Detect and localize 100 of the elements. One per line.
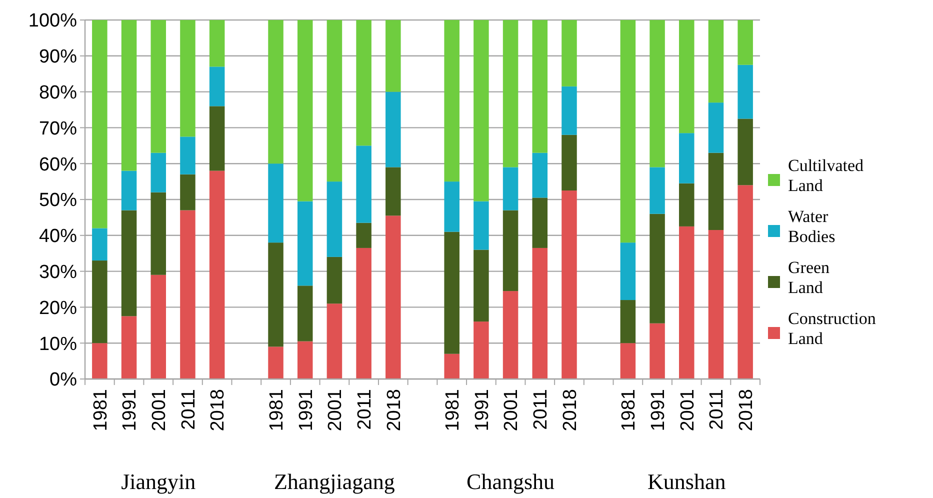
x-tick-label: 2018	[560, 389, 581, 432]
legend-label: Cultilvated Land	[788, 156, 864, 195]
x-tick-label: 1981	[90, 389, 112, 432]
bar	[180, 136, 196, 174]
bar	[326, 304, 342, 379]
bar	[708, 152, 724, 230]
x-tick-label: 2001	[501, 389, 522, 432]
legend-label: Construction Land	[788, 309, 876, 348]
bar	[356, 20, 372, 146]
bar	[121, 20, 137, 171]
bar	[532, 20, 548, 153]
x-tick-label: 1991	[120, 389, 141, 432]
bar	[738, 20, 753, 65]
bar	[268, 346, 284, 379]
bar	[650, 214, 665, 324]
bar	[150, 152, 166, 192]
x-tick-label: 2011	[178, 389, 200, 430]
bar	[708, 20, 724, 103]
bar	[209, 170, 225, 379]
legend-label: Green Land	[788, 258, 830, 297]
x-tick-label: 1991	[472, 389, 493, 432]
bar	[297, 286, 313, 342]
bar	[708, 230, 724, 379]
bar	[297, 20, 313, 202]
bar	[326, 20, 342, 182]
bar	[650, 20, 665, 168]
text: Kunshan	[648, 469, 726, 494]
bar	[356, 248, 372, 379]
bar	[562, 190, 577, 379]
bar	[444, 232, 460, 354]
y-tick-label: 40%	[38, 226, 78, 248]
bar	[92, 20, 108, 228]
bar	[679, 183, 694, 226]
y-tick-label: 80%	[38, 82, 78, 104]
bar	[297, 201, 313, 286]
x-tick-label: 2001	[325, 389, 346, 432]
bar	[502, 210, 518, 292]
y-tick-label: 60%	[38, 154, 78, 176]
text: Jiangyin	[121, 469, 196, 494]
bar	[121, 210, 137, 316]
y-tick-label: 20%	[38, 298, 78, 319]
bar	[620, 343, 636, 379]
bar	[444, 182, 460, 232]
bar	[180, 174, 196, 210]
bar	[297, 341, 313, 379]
bar	[474, 250, 489, 322]
bar	[326, 256, 342, 304]
bar	[444, 354, 460, 379]
bar	[356, 222, 372, 248]
bar	[679, 226, 694, 379]
y-tick-label: 0%	[50, 370, 78, 391]
bar	[679, 133, 694, 184]
bar	[150, 274, 166, 379]
bar	[92, 343, 108, 379]
bar	[180, 210, 196, 379]
bar	[268, 242, 284, 347]
bar	[474, 201, 489, 250]
x-tick-label: 2018	[384, 389, 405, 432]
x-tick-label: 1981	[266, 389, 288, 432]
bar	[180, 20, 196, 137]
bar	[532, 198, 548, 248]
bar	[121, 170, 137, 210]
bar	[562, 86, 577, 135]
x-tick-label: 2018	[208, 389, 229, 432]
bar	[708, 102, 724, 153]
bar	[444, 20, 460, 182]
x-tick-label: 2018	[736, 389, 757, 432]
x-tick-label: 1981	[618, 389, 640, 432]
bar	[738, 185, 753, 379]
bar	[209, 20, 225, 67]
bar	[209, 106, 225, 171]
x-tick-label: 1991	[296, 389, 317, 432]
x-tick-label: 1991	[648, 389, 669, 432]
bar	[502, 291, 518, 379]
bar	[738, 118, 753, 186]
bar	[92, 260, 108, 344]
bar	[679, 20, 694, 134]
bar	[620, 20, 636, 243]
bar	[121, 316, 137, 379]
y-tick-label: 100%	[28, 10, 78, 32]
y-tick-label: 30%	[38, 262, 78, 283]
x-tick-label: 2011	[706, 389, 728, 430]
x-tick-label: 1981	[442, 389, 464, 432]
bar	[650, 167, 665, 214]
bar	[502, 167, 518, 210]
bar	[386, 167, 401, 216]
bar	[326, 182, 342, 257]
bar	[532, 248, 548, 379]
legend-label: Water Bodies	[788, 207, 836, 246]
y-tick-label: 10%	[38, 334, 78, 355]
text: Zhangjiagang	[274, 469, 395, 494]
bar	[386, 20, 401, 92]
bar	[92, 228, 108, 261]
bar	[650, 323, 665, 379]
bar	[386, 216, 401, 379]
x-tick-label: 2001	[677, 389, 698, 432]
bar	[620, 242, 636, 300]
x-tick-label: 2011	[354, 389, 376, 430]
bar	[356, 146, 372, 223]
bar	[620, 300, 636, 344]
